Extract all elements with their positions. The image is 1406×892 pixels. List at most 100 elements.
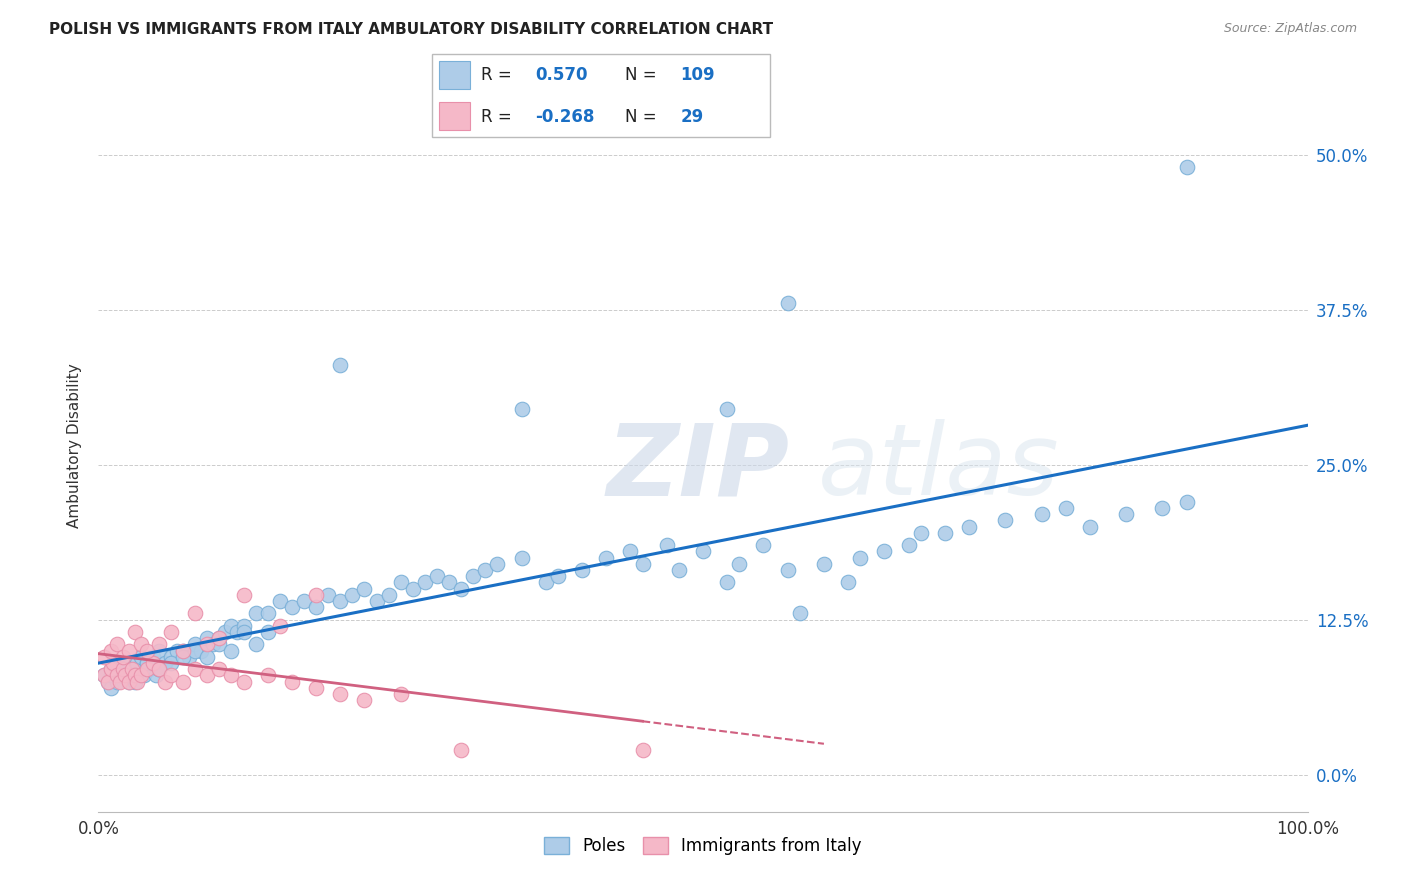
Point bbox=[1152, 500, 1174, 515]
Point bbox=[160, 668, 183, 682]
Point bbox=[1078, 519, 1101, 533]
Point bbox=[93, 668, 115, 682]
Point bbox=[221, 643, 243, 657]
Point bbox=[1031, 507, 1053, 521]
Point bbox=[160, 656, 183, 670]
Point bbox=[184, 637, 207, 651]
Point bbox=[413, 575, 436, 590]
Point bbox=[111, 649, 134, 664]
Point bbox=[160, 649, 183, 664]
Point bbox=[510, 550, 533, 565]
Point bbox=[595, 550, 617, 565]
Point bbox=[148, 662, 170, 676]
Point bbox=[692, 544, 714, 558]
Point bbox=[135, 656, 157, 670]
Point bbox=[329, 359, 352, 373]
Y-axis label: Ambulatory Disability: Ambulatory Disability bbox=[67, 364, 83, 528]
Point bbox=[184, 607, 207, 621]
Point bbox=[184, 662, 207, 676]
Point bbox=[93, 668, 115, 682]
Point bbox=[305, 681, 328, 695]
Point bbox=[547, 569, 569, 583]
Point bbox=[281, 674, 304, 689]
Point bbox=[124, 668, 146, 682]
Point bbox=[232, 619, 254, 633]
Point bbox=[994, 513, 1017, 527]
Point bbox=[93, 649, 115, 664]
Point bbox=[957, 519, 980, 533]
Text: atlas: atlas bbox=[818, 419, 1060, 516]
Bar bbox=[439, 62, 470, 89]
Point bbox=[105, 668, 128, 682]
Point bbox=[305, 600, 328, 615]
Point bbox=[1175, 160, 1198, 174]
FancyBboxPatch shape bbox=[432, 54, 770, 137]
Point bbox=[111, 662, 134, 676]
Point bbox=[100, 668, 122, 682]
Point bbox=[127, 656, 149, 670]
Point bbox=[111, 662, 134, 676]
Legend: Poles, Immigrants from Italy: Poles, Immigrants from Italy bbox=[537, 830, 869, 862]
Point bbox=[166, 643, 188, 657]
Point bbox=[100, 662, 122, 676]
Point bbox=[269, 594, 291, 608]
Point bbox=[105, 656, 128, 670]
Point bbox=[148, 662, 170, 676]
Point bbox=[402, 582, 425, 596]
Text: ZIP: ZIP bbox=[606, 419, 789, 516]
Point bbox=[232, 674, 254, 689]
Point bbox=[208, 637, 231, 651]
Point bbox=[153, 674, 176, 689]
Point bbox=[728, 557, 751, 571]
Point bbox=[134, 668, 156, 682]
Point bbox=[153, 656, 176, 670]
Point bbox=[105, 674, 128, 689]
Point bbox=[208, 662, 231, 676]
Point bbox=[121, 668, 143, 682]
Point bbox=[108, 668, 131, 682]
Point bbox=[108, 674, 131, 689]
Point bbox=[1175, 495, 1198, 509]
Point bbox=[124, 668, 146, 682]
Point bbox=[245, 637, 267, 651]
Point bbox=[389, 687, 412, 701]
Point bbox=[353, 693, 375, 707]
Point bbox=[873, 544, 896, 558]
Text: R =: R = bbox=[481, 108, 512, 126]
Point bbox=[172, 643, 194, 657]
Point bbox=[245, 607, 267, 621]
Point bbox=[101, 668, 124, 682]
Point bbox=[208, 631, 231, 645]
Point bbox=[195, 637, 218, 651]
Point bbox=[105, 637, 128, 651]
Point bbox=[269, 619, 291, 633]
Point bbox=[837, 575, 859, 590]
Point bbox=[486, 557, 509, 571]
Point bbox=[256, 624, 278, 639]
Point bbox=[1054, 500, 1077, 515]
Point bbox=[353, 582, 375, 596]
Point bbox=[202, 637, 225, 651]
Point bbox=[172, 649, 194, 664]
Point bbox=[752, 538, 775, 552]
Point bbox=[127, 674, 149, 689]
Point bbox=[221, 668, 243, 682]
Text: 29: 29 bbox=[681, 108, 703, 126]
Point bbox=[366, 594, 388, 608]
Point bbox=[148, 637, 170, 651]
Point bbox=[111, 662, 134, 676]
Point bbox=[849, 550, 872, 565]
Point bbox=[910, 525, 932, 540]
Point bbox=[716, 575, 738, 590]
Point bbox=[1115, 507, 1137, 521]
Text: Source: ZipAtlas.com: Source: ZipAtlas.com bbox=[1223, 22, 1357, 36]
Point bbox=[232, 588, 254, 602]
Point bbox=[655, 538, 678, 552]
Point bbox=[148, 643, 170, 657]
Point bbox=[631, 557, 654, 571]
Text: 0.570: 0.570 bbox=[536, 66, 588, 84]
Text: N =: N = bbox=[626, 108, 657, 126]
Point bbox=[789, 607, 811, 621]
Text: POLISH VS IMMIGRANTS FROM ITALY AMBULATORY DISABILITY CORRELATION CHART: POLISH VS IMMIGRANTS FROM ITALY AMBULATO… bbox=[49, 22, 773, 37]
Point bbox=[195, 631, 218, 645]
